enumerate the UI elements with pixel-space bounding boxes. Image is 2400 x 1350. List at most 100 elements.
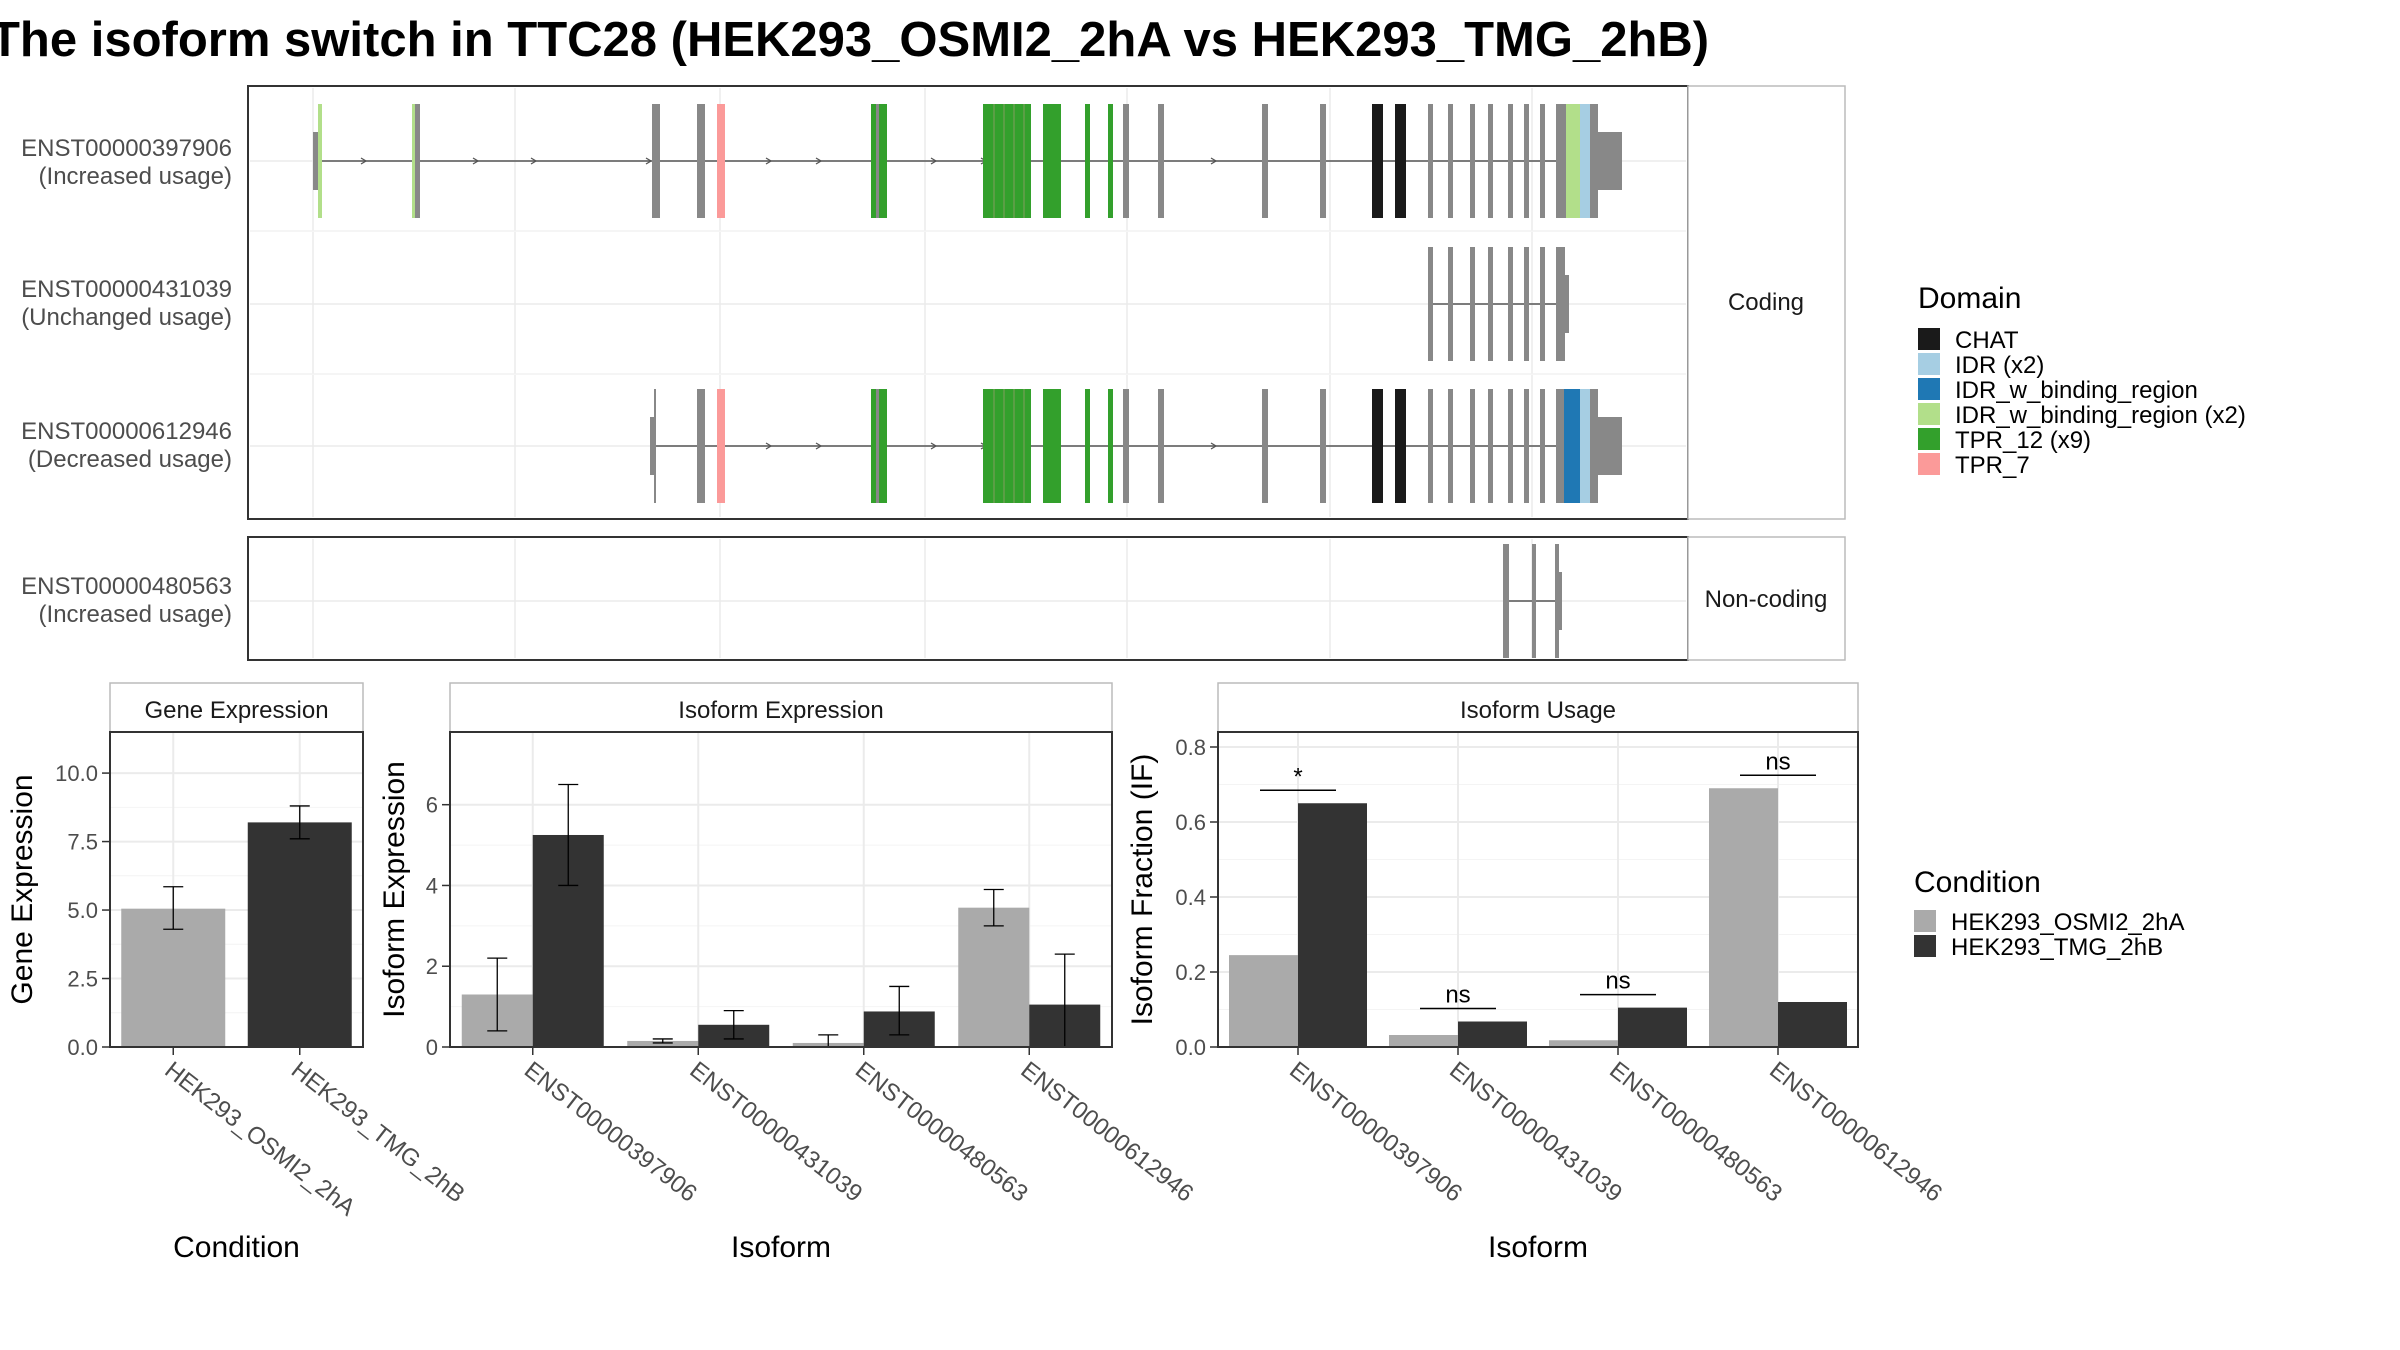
exon [697, 104, 705, 218]
x-tick-label: ENST00000612946 [1764, 1056, 1947, 1207]
bar [627, 1040, 699, 1047]
legend-key-idr-binding [1918, 378, 1940, 400]
exon [1043, 104, 1061, 218]
legend-label-cond-b: HEK293_TMG_2hB [1951, 934, 2163, 961]
x-tick-label: ENST00000431039 [685, 1056, 868, 1207]
bar [1229, 955, 1298, 1047]
exon [1508, 389, 1513, 503]
strand-arrow [815, 157, 823, 165]
exon [1372, 389, 1383, 503]
exon [1013, 104, 1015, 218]
transcript-id: ENST00000612946 [21, 418, 232, 445]
exon [1395, 104, 1406, 218]
exon [1448, 104, 1453, 218]
chart-title: Isoform Usage [1460, 697, 1616, 724]
legend-label-cond-a: HEK293_OSMI2_2hA [1951, 909, 2184, 936]
legend-label-idr-binding-x2: IDR_w_binding_region (x2) [1955, 402, 2246, 429]
exon [654, 389, 656, 503]
chart-title: Isoform Expression [678, 697, 883, 724]
coding-strip-label: Coding [1728, 289, 1804, 316]
exon [650, 417, 656, 475]
y-tick-label: 0.8 [1175, 735, 1206, 760]
exon [1428, 389, 1433, 503]
exon [1540, 389, 1545, 503]
strand-arrow [645, 157, 653, 165]
exon [1448, 389, 1453, 503]
strand-arrow [765, 157, 773, 165]
exon [1524, 389, 1529, 503]
figure-title: The isoform switch in TTC28 (HEK293_OSMI… [0, 13, 1709, 67]
y-tick-label: 2.5 [67, 967, 98, 992]
noncoding-strip-label: Non-coding [1705, 586, 1828, 613]
exon [415, 104, 420, 218]
strand-arrow [930, 442, 938, 450]
plot-frame [1217, 731, 1859, 1048]
x-tick-label: ENST00000480563 [1604, 1056, 1787, 1207]
transcript-usage: (Decreased usage) [28, 446, 232, 473]
exon [1488, 389, 1493, 503]
strand-arrow [472, 157, 480, 165]
condition-legend: Condition HEK293_OSMI2_2hA HEK293_TMG_2h… [1914, 866, 2184, 961]
exon [652, 104, 660, 218]
exon [1503, 544, 1509, 658]
exon [1590, 389, 1598, 503]
exon [1085, 104, 1090, 218]
exon [1428, 104, 1433, 218]
exon [1540, 104, 1545, 218]
exon [1123, 389, 1129, 503]
y-tick-label: 7.5 [67, 830, 98, 855]
exon [1532, 544, 1536, 658]
y-axis-title: Gene Expression [6, 774, 39, 1004]
significance-label: ns [1605, 968, 1630, 995]
exon [876, 104, 879, 218]
exon [717, 389, 725, 503]
exon [993, 389, 995, 503]
exon [1559, 572, 1562, 630]
y-tick-label: 0.2 [1175, 960, 1206, 985]
legend-label-idr-binding: IDR_w_binding_region [1955, 377, 2198, 404]
legend-key-tpr7 [1918, 453, 1940, 475]
strand-arrow [1210, 442, 1218, 450]
x-tick-label: ENST00000480563 [850, 1056, 1033, 1207]
exon [1470, 247, 1475, 361]
plot-frame [109, 731, 364, 1048]
bar [958, 907, 1030, 1047]
strand-arrow [360, 157, 368, 165]
exon [1123, 104, 1129, 218]
strand-arrow [765, 442, 773, 450]
exon [1556, 389, 1564, 503]
x-axis-title: Isoform [1488, 1231, 1588, 1264]
exon [1158, 389, 1164, 503]
exon [1540, 247, 1545, 361]
legend-key-tpr12 [1918, 428, 1940, 450]
bar [1709, 788, 1778, 1047]
x-tick-label: ENST00000431039 [1444, 1056, 1627, 1207]
bar [1389, 1035, 1458, 1047]
exon [1555, 544, 1559, 658]
exon [1564, 389, 1580, 503]
chart-strip [109, 682, 364, 733]
significance-label: ns [1445, 982, 1470, 1009]
exon [1013, 389, 1015, 503]
exon [1262, 104, 1268, 218]
x-axis-title: Condition [173, 1231, 300, 1264]
y-axis-title: Isoform Fraction (IF) [1126, 754, 1159, 1026]
isoform-expression-chart: Isoform ExpressionENST00000397906ENST000… [378, 682, 1199, 1264]
y-tick-label: 0.0 [67, 1035, 98, 1060]
plot-frame [449, 731, 1113, 1048]
exon [318, 104, 322, 218]
y-tick-label: 10.0 [55, 761, 98, 786]
y-tick-label: 0.4 [1175, 885, 1206, 910]
transcript-id: ENST00000397906 [21, 135, 232, 162]
x-tick-label: ENST00000612946 [1016, 1056, 1199, 1207]
noncoding-strip [1687, 536, 1846, 661]
exon [1320, 389, 1326, 503]
exon [1003, 389, 1005, 503]
exon [1158, 104, 1164, 218]
exon [1023, 389, 1025, 503]
exon [1556, 247, 1565, 361]
exon [993, 104, 995, 218]
exon [1395, 389, 1406, 503]
exon [313, 132, 318, 190]
